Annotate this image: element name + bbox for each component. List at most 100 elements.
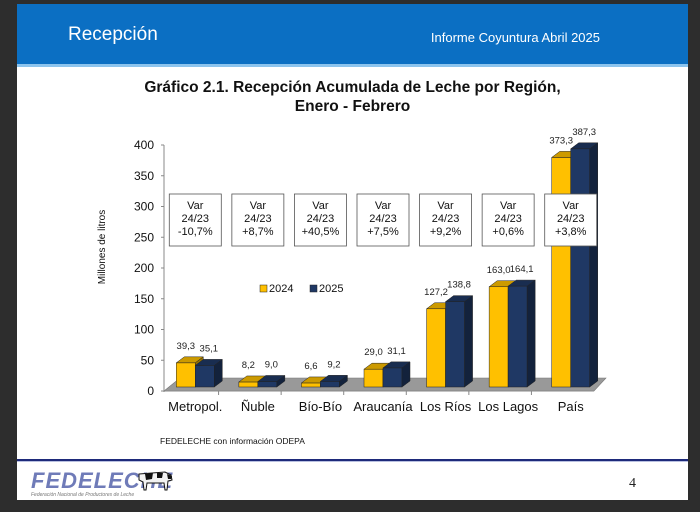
chart-title-line1: Gráfico 2.1. Recepción Acumulada de Lech… [144,79,561,96]
variation-text: +40,5% [302,226,340,238]
variation-box-frame [168,193,222,247]
data-label: 8,2 [242,360,255,371]
bar [257,374,286,388]
source-note: FEDELECHE con información ODEPA [160,436,305,446]
bar-front [488,286,509,388]
y-tick-label: 350 [134,169,154,183]
variation-box-frame [544,193,598,247]
y-axis-label: Millones de litros [97,210,108,284]
bar-side [339,374,348,388]
bar-side [401,361,411,388]
data-label: 6,6 [304,361,317,372]
bar-side [214,358,223,388]
data-label: 9,0 [265,359,278,370]
x-tick-label: Los Lagos [478,399,538,414]
variation-text: +9,2% [430,226,462,238]
bar-side [276,374,286,388]
x-tick-label: Ñuble [241,399,275,414]
variation-text: 24/23 [307,213,335,225]
bar-front [363,368,384,388]
fedeleche-logo: FEDELECHE Federación Nacional de Product… [27,466,177,500]
chart-title: Gráfico 2.1. Recepción Acumulada de Lech… [17,78,688,116]
bar-front [301,382,321,388]
x-tick-label: Los Ríos [420,399,472,414]
data-label: 127,2 [424,287,448,298]
bar-front [320,381,340,388]
variation-text: Var [563,200,580,212]
footer-divider-light [17,461,688,462]
bar-front [426,308,446,388]
variation-text: +8,7% [242,226,274,238]
chart-title-line2: Enero - Febrero [294,98,411,115]
x-tick-label: Metropol. [168,399,222,414]
variation-text: 24/23 [494,213,522,225]
y-tick-label: 300 [134,200,154,214]
legend-label-2024: 2024 [269,283,293,295]
variation-box-frame [481,193,535,247]
variation-text: Var [187,200,204,212]
bar [507,279,536,388]
bar-chart: 0 50 100 150 200 250 300 350 400 Millones de litr… [97,127,607,414]
y-tick-label: 150 [134,292,154,306]
bar-front [507,285,528,388]
variation-text: Var [375,200,392,212]
report-title: Informe Coyuntura Abril 2025 [430,30,600,45]
variation-text: Var [250,200,267,212]
y-tick-label: 200 [134,261,154,275]
bar [444,295,474,388]
variation-box-frame [294,193,347,247]
bar [319,374,349,388]
x-tick-label: País [558,399,585,414]
variation-text: 24/23 [369,213,397,225]
variation-text: 24/23 [244,213,272,225]
variation-text: 24/23 [557,213,585,225]
legend-swatch-2025 [309,284,318,293]
bar-front [238,381,259,388]
variation-text: 24/23 [182,213,210,225]
data-label: 138,8 [447,280,471,291]
bar-side [464,295,473,388]
legend-label-2025: 2025 [319,283,343,295]
data-label: 29,0 [364,347,383,358]
data-label: 35,1 [200,343,219,354]
data-label: 163,0 [487,265,511,276]
variation-box-frame [356,193,410,247]
y-tick-label: 0 [147,384,154,398]
variation-box-frame [231,193,285,247]
y-tick-label: 100 [134,323,154,337]
variation-text: Var [437,200,454,212]
variation-text: +0,6% [492,226,524,238]
bar-side [589,142,598,388]
variation-text: Var [500,200,517,212]
footer-divider [17,459,688,461]
bar-side [526,279,536,388]
y-tick-label: 50 [141,353,155,367]
data-label: 164,1 [510,264,534,275]
bar-front [570,148,590,388]
bar [194,358,224,388]
bar-front [551,157,571,388]
variation-text: Var [312,200,329,212]
y-tick-label: 250 [134,230,154,244]
bar [569,142,599,388]
data-label: 31,1 [387,346,406,357]
data-label: 373,3 [549,135,573,146]
y-tick-label: 400 [134,138,154,152]
logo-subtitle: Federación Nacional de Productores de Le… [31,492,135,498]
variation-text: -10,7% [178,226,213,238]
x-tick-label: Araucanía [353,399,413,414]
variation-text: +3,8% [555,226,587,238]
header-divider [17,64,688,67]
bar-front [176,362,196,388]
bar-front [195,365,215,388]
bar-front [382,367,403,388]
data-label: 387,3 [572,127,596,138]
cow-icon [138,471,173,491]
legend-swatch-2024 [259,284,268,293]
